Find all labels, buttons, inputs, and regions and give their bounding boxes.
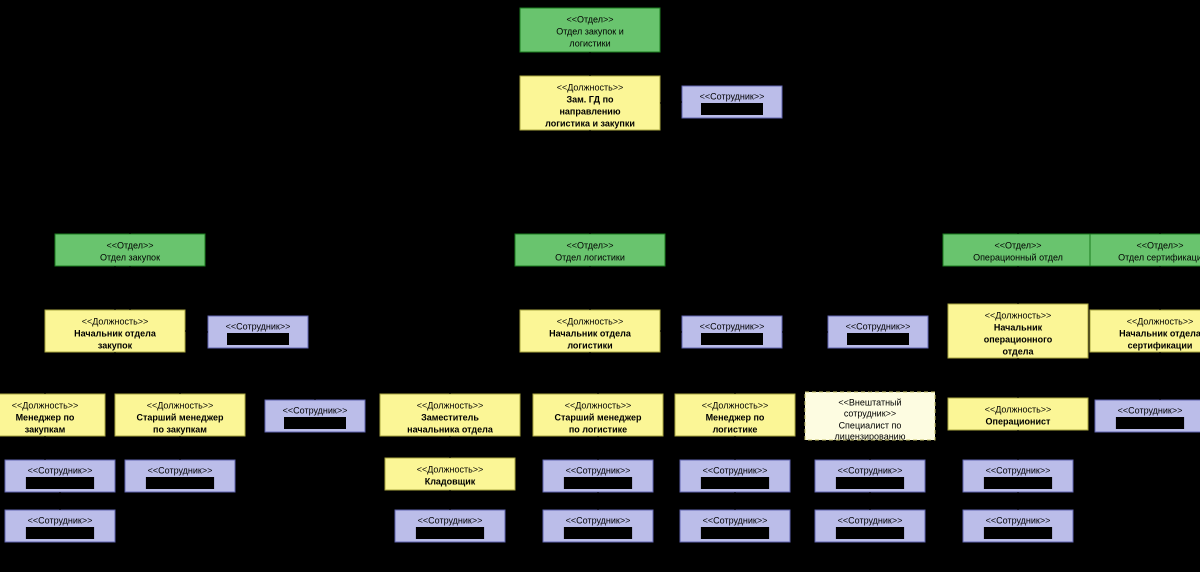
svg-text:<<Сотрудник>>: <<Сотрудник>> bbox=[838, 465, 903, 475]
svg-text:<<Сотрудник>>: <<Сотрудник>> bbox=[703, 515, 768, 525]
svg-text:<<Сотрудник>>: <<Сотрудник>> bbox=[418, 515, 483, 525]
svg-text:<<Отдел>>: <<Отдел>> bbox=[566, 240, 613, 250]
svg-text:сертификации: сертификации bbox=[1128, 340, 1193, 350]
svg-text:закупкам: закупкам bbox=[25, 424, 66, 434]
svg-text:Специалист по: Специалист по bbox=[839, 420, 902, 430]
svg-text:операционного: операционного bbox=[984, 334, 1053, 344]
svg-text:сотрудник>>: сотрудник>> bbox=[844, 408, 896, 418]
svg-text:<<Сотрудник>>: <<Сотрудник>> bbox=[283, 405, 348, 415]
svg-text:<<Сотрудник>>: <<Сотрудник>> bbox=[566, 465, 631, 475]
svg-text:<<Сотрудник>>: <<Сотрудник>> bbox=[28, 515, 93, 525]
svg-text:<<Должность>>: <<Должность>> bbox=[417, 400, 484, 410]
svg-text:<<Сотрудник>>: <<Сотрудник>> bbox=[566, 515, 631, 525]
svg-text:<<Должность>>: <<Должность>> bbox=[417, 464, 484, 474]
svg-text:по логистике: по логистике bbox=[569, 424, 627, 434]
svg-text:<<Должность>>: <<Должность>> bbox=[565, 400, 632, 410]
svg-text:Менеджер по: Менеджер по bbox=[16, 412, 75, 422]
svg-text:<<Сотрудник>>: <<Сотрудник>> bbox=[703, 465, 768, 475]
svg-text:<<Отдел>>: <<Отдел>> bbox=[566, 14, 613, 24]
svg-text:<<Должность>>: <<Должность>> bbox=[12, 400, 79, 410]
svg-text:<<Сотрудник>>: <<Сотрудник>> bbox=[700, 91, 765, 101]
svg-text:Отдел логистики: Отдел логистики bbox=[555, 252, 625, 262]
svg-text:Старший менеджер: Старший менеджер bbox=[554, 412, 642, 422]
svg-text:<<Должность>>: <<Должность>> bbox=[557, 82, 624, 92]
svg-text:<<Должность>>: <<Должность>> bbox=[1127, 316, 1194, 326]
svg-text:<<Сотрудник>>: <<Сотрудник>> bbox=[986, 465, 1051, 475]
svg-text:Начальник отдела: Начальник отдела bbox=[74, 328, 157, 338]
svg-text:<<Отдел>>: <<Отдел>> bbox=[994, 240, 1041, 250]
svg-text:Отдел закупок: Отдел закупок bbox=[100, 252, 160, 262]
svg-text:логистики: логистики bbox=[569, 38, 610, 48]
svg-text:<<Сотрудник>>: <<Сотрудник>> bbox=[846, 321, 911, 331]
svg-text:закупок: закупок bbox=[98, 340, 133, 350]
svg-text:<<Сотрудник>>: <<Сотрудник>> bbox=[986, 515, 1051, 525]
svg-text:<<Сотрудник>>: <<Сотрудник>> bbox=[28, 465, 93, 475]
svg-text:<<Должность>>: <<Должность>> bbox=[985, 404, 1052, 414]
svg-text:<<Сотрудник>>: <<Сотрудник>> bbox=[226, 321, 291, 331]
svg-text:логистики: логистики bbox=[567, 340, 612, 350]
svg-text:<<Должность>>: <<Должность>> bbox=[985, 310, 1052, 320]
svg-text:<<Должность>>: <<Должность>> bbox=[82, 316, 149, 326]
svg-text:Кладовщик: Кладовщик bbox=[425, 476, 476, 486]
svg-text:направлению: направлению bbox=[559, 106, 620, 116]
svg-text:Менеджер по: Менеджер по bbox=[706, 412, 765, 422]
svg-text:Начальник отдела: Начальник отдела bbox=[1119, 328, 1200, 338]
svg-text:отдела: отдела bbox=[1002, 346, 1034, 356]
svg-text:<<Внештатный: <<Внештатный bbox=[838, 397, 901, 407]
svg-text:<<Сотрудник>>: <<Сотрудник>> bbox=[838, 515, 903, 525]
svg-text:<<Отдел>>: <<Отдел>> bbox=[1136, 240, 1183, 250]
svg-text:<<Должность>>: <<Должность>> bbox=[702, 400, 769, 410]
svg-text:Операционный отдел: Операционный отдел bbox=[973, 252, 1063, 262]
svg-text:Начальник отдела: Начальник отдела bbox=[549, 328, 632, 338]
svg-text:<<Сотрудник>>: <<Сотрудник>> bbox=[1118, 405, 1183, 415]
svg-text:Старший менеджер: Старший менеджер bbox=[136, 412, 224, 422]
svg-text:логистика и закупки: логистика и закупки bbox=[545, 118, 635, 128]
svg-text:<<Сотрудник>>: <<Сотрудник>> bbox=[700, 321, 765, 331]
svg-text:Операционист: Операционист bbox=[986, 416, 1051, 426]
svg-text:Зам. ГД по: Зам. ГД по bbox=[566, 94, 614, 104]
svg-text:начальника отдела: начальника отдела bbox=[407, 424, 494, 434]
svg-text:лицензированию: лицензированию bbox=[835, 431, 906, 441]
svg-text:<<Должность>>: <<Должность>> bbox=[557, 316, 624, 326]
svg-text:Начальник: Начальник bbox=[994, 322, 1043, 332]
svg-text:Заместитель: Заместитель bbox=[421, 412, 479, 422]
svg-text:<<Отдел>>: <<Отдел>> bbox=[106, 240, 153, 250]
svg-text:по закупкам: по закупкам bbox=[153, 424, 207, 434]
svg-text:Отдел закупок и: Отдел закупок и bbox=[556, 26, 624, 36]
svg-text:<<Сотрудник>>: <<Сотрудник>> bbox=[148, 465, 213, 475]
svg-text:<<Должность>>: <<Должность>> bbox=[147, 400, 214, 410]
svg-text:Отдел сертификаци: Отдел сертификаци bbox=[1118, 252, 1200, 262]
svg-text:логистике: логистике bbox=[713, 424, 758, 434]
org-chart: <<Отдел>> Отдел закупок и логистики <<Должн… bbox=[0, 0, 1200, 572]
